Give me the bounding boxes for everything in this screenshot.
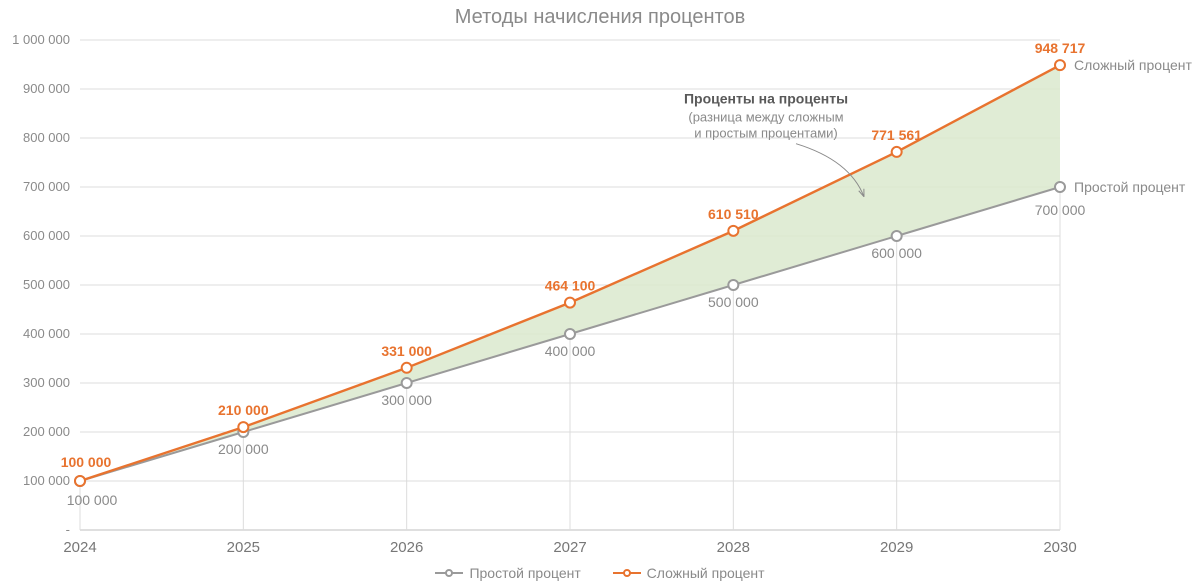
annotation-sub: и простым процентами) <box>694 126 838 141</box>
y-tick-label: - <box>66 522 70 537</box>
x-tick-label: 2028 <box>717 539 750 556</box>
x-tick-label: 2024 <box>63 539 96 556</box>
x-tick-label: 2029 <box>880 539 913 556</box>
data-label-compound: 210 000 <box>218 402 269 418</box>
series-marker-simple <box>565 329 575 339</box>
x-tick-label: 2026 <box>390 539 423 556</box>
series-marker-compound <box>238 422 248 432</box>
data-label-simple: 700 000 <box>1035 202 1086 218</box>
interest-methods-chart: Методы начисления процентов - 100 000 200 … <box>0 0 1200 587</box>
y-tick-label: 100 000 <box>23 473 70 488</box>
y-tick-label: 900 000 <box>23 81 70 96</box>
series-marker-compound <box>728 226 738 236</box>
legend-label-compound: Сложный процент <box>647 565 765 581</box>
series-end-label-compound: Сложный процент <box>1074 57 1192 73</box>
series-marker-compound <box>75 476 85 486</box>
legend-item-simple: Простой процент <box>435 565 580 581</box>
data-label-simple: 200 000 <box>218 441 269 457</box>
data-label-compound: 948 717 <box>1035 40 1086 56</box>
chart-canvas: - 100 000 200 000 300 000 400 000 500 000 600 … <box>0 0 1200 587</box>
legend-item-compound: Сложный процент <box>613 565 765 581</box>
data-label-simple: 600 000 <box>871 245 922 261</box>
y-tick-label: 200 000 <box>23 424 70 439</box>
series-marker-simple <box>1055 182 1065 192</box>
y-tick-label: 700 000 <box>23 179 70 194</box>
legend-swatch-compound <box>613 566 641 580</box>
chart-title: Методы начисления процентов <box>0 6 1200 29</box>
legend-swatch-simple <box>435 566 463 580</box>
y-tick-label: 1 000 000 <box>12 32 70 47</box>
x-tick-label: 2030 <box>1043 539 1076 556</box>
data-label-compound: 464 100 <box>545 278 596 294</box>
y-tick-label: 600 000 <box>23 228 70 243</box>
series-marker-simple <box>892 231 902 241</box>
legend-label-simple: Простой процент <box>469 565 580 581</box>
series-marker-simple <box>728 280 738 290</box>
y-tick-label: 400 000 <box>23 326 70 341</box>
y-tick-label: 300 000 <box>23 375 70 390</box>
series-end-label-simple: Простой процент <box>1074 179 1186 195</box>
data-label-compound: 771 561 <box>871 127 922 143</box>
x-tick-label: 2027 <box>553 539 586 556</box>
data-label-simple: 300 000 <box>381 392 432 408</box>
chart-legend: Простой процент Сложный процент <box>0 565 1200 583</box>
series-marker-compound <box>402 363 412 373</box>
annotation-title: Проценты на проценты <box>684 91 848 107</box>
y-tick-label: 800 000 <box>23 130 70 145</box>
data-label-compound: 100 000 <box>61 454 112 470</box>
data-label-simple: 100 000 <box>67 492 118 508</box>
data-label-compound: 610 510 <box>708 206 759 222</box>
annotation-sub: (разница между сложным <box>688 110 843 125</box>
series-marker-compound <box>892 147 902 157</box>
series-marker-simple <box>402 378 412 388</box>
x-tick-label: 2025 <box>227 539 260 556</box>
data-label-simple: 500 000 <box>708 294 759 310</box>
series-marker-compound <box>565 298 575 308</box>
data-label-simple: 400 000 <box>545 343 596 359</box>
y-tick-label: 500 000 <box>23 277 70 292</box>
data-label-compound: 331 000 <box>381 343 432 359</box>
series-marker-compound <box>1055 60 1065 70</box>
